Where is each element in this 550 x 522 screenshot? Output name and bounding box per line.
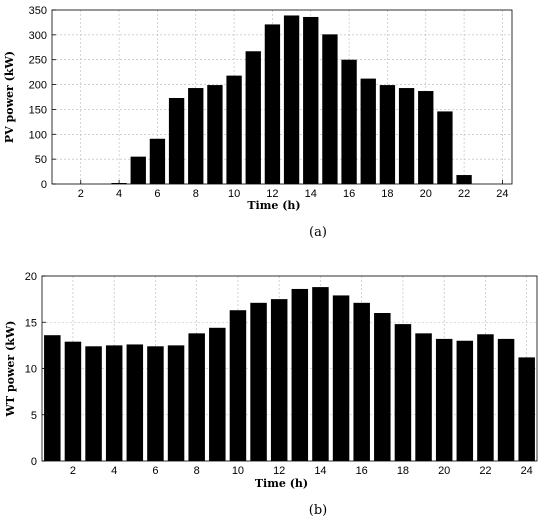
x-tick-label: 18: [397, 465, 409, 477]
bar: [341, 59, 357, 184]
y-tick-label: 200: [29, 80, 47, 92]
bar: [245, 51, 261, 185]
x-tick-label: 2: [78, 188, 84, 200]
x-tick-label: 24: [496, 188, 508, 200]
bar: [518, 357, 535, 461]
bar: [64, 341, 82, 461]
bar: [229, 310, 247, 461]
bar: [497, 338, 515, 461]
y-tick-label: 250: [29, 55, 47, 67]
bar: [394, 324, 412, 461]
x-tick-label: 2: [70, 465, 76, 477]
bar: [168, 97, 185, 184]
x-axis-label: Time (h): [255, 477, 308, 490]
y-tick-label: 50: [35, 154, 47, 166]
bar: [312, 287, 329, 461]
bar: [226, 75, 242, 184]
y-axis-label: PV power (kW): [3, 51, 16, 143]
y-tick-label: 10: [25, 364, 37, 376]
y-tick-label: 0: [31, 456, 37, 468]
y-axis-label: WT power (kW): [4, 321, 17, 418]
y-tick-label: 150: [29, 104, 47, 116]
bar: [85, 346, 102, 461]
x-tick-label: 4: [111, 465, 117, 477]
bar: [435, 338, 453, 461]
bar: [149, 138, 166, 184]
bar: [437, 111, 453, 184]
y-tick-label: 350: [29, 5, 47, 17]
y-tick-label: 100: [29, 129, 47, 141]
y-tick-label: 20: [25, 271, 37, 283]
bar: [167, 345, 185, 461]
x-tick-label: 16: [343, 188, 355, 200]
bar: [418, 91, 434, 184]
bar: [353, 302, 370, 461]
bar: [456, 175, 472, 184]
bar: [264, 24, 281, 184]
y-tick-label: 300: [29, 30, 47, 42]
y-tick-label: 0: [41, 179, 47, 191]
bar: [456, 340, 474, 461]
x-tick-label: 12: [273, 465, 285, 477]
chart-pv-power: 2 4 6 8 10 12 14 16 18 20 22 2405010015020025030035…: [3, 5, 513, 240]
plot-frame: [51, 9, 513, 185]
figure-caption: (b): [309, 503, 327, 518]
x-tick-label: 8: [194, 465, 200, 477]
bar: [283, 15, 300, 185]
bar: [303, 16, 319, 185]
bar: [209, 327, 226, 461]
bar: [291, 288, 309, 461]
x-tick-label: 14: [305, 188, 317, 200]
x-tick-label: 22: [458, 188, 470, 200]
bar: [477, 334, 494, 461]
x-tick-label: 14: [314, 465, 326, 477]
x-tick-label: 4: [116, 188, 122, 200]
bar: [322, 34, 338, 184]
x-tick-label: 12: [266, 188, 278, 200]
bar: [130, 156, 146, 184]
x-tick-label: 6: [152, 465, 158, 477]
bar: [207, 85, 223, 184]
x-tick-label: 8: [193, 188, 199, 200]
y-tick-label: 15: [25, 317, 37, 329]
x-tick-label: 24: [521, 465, 533, 477]
x-tick-label: 16: [356, 465, 368, 477]
x-tick-label: 20: [420, 188, 432, 200]
y-tick-label: 5: [31, 410, 37, 422]
bar: [374, 313, 391, 461]
bar: [188, 333, 205, 461]
bar: [250, 302, 267, 461]
bar: [270, 299, 288, 461]
bar: [332, 295, 350, 461]
bar: [415, 333, 432, 461]
bar: [188, 88, 204, 184]
bar: [360, 78, 376, 184]
figure-caption: (a): [309, 225, 327, 240]
bar: [126, 344, 144, 461]
x-tick-label: 20: [438, 465, 450, 477]
bar: [147, 346, 164, 461]
x-tick-label: 10: [232, 465, 244, 477]
bar: [105, 345, 123, 461]
bar: [398, 88, 415, 184]
bar: [44, 335, 61, 461]
x-tick-label: 18: [381, 188, 393, 200]
x-axis-label: Time (h): [247, 199, 300, 212]
x-tick-label: 6: [154, 188, 160, 200]
x-tick-label: 10: [228, 188, 240, 200]
bar: [379, 85, 396, 184]
x-tick-label: 22: [479, 465, 491, 477]
